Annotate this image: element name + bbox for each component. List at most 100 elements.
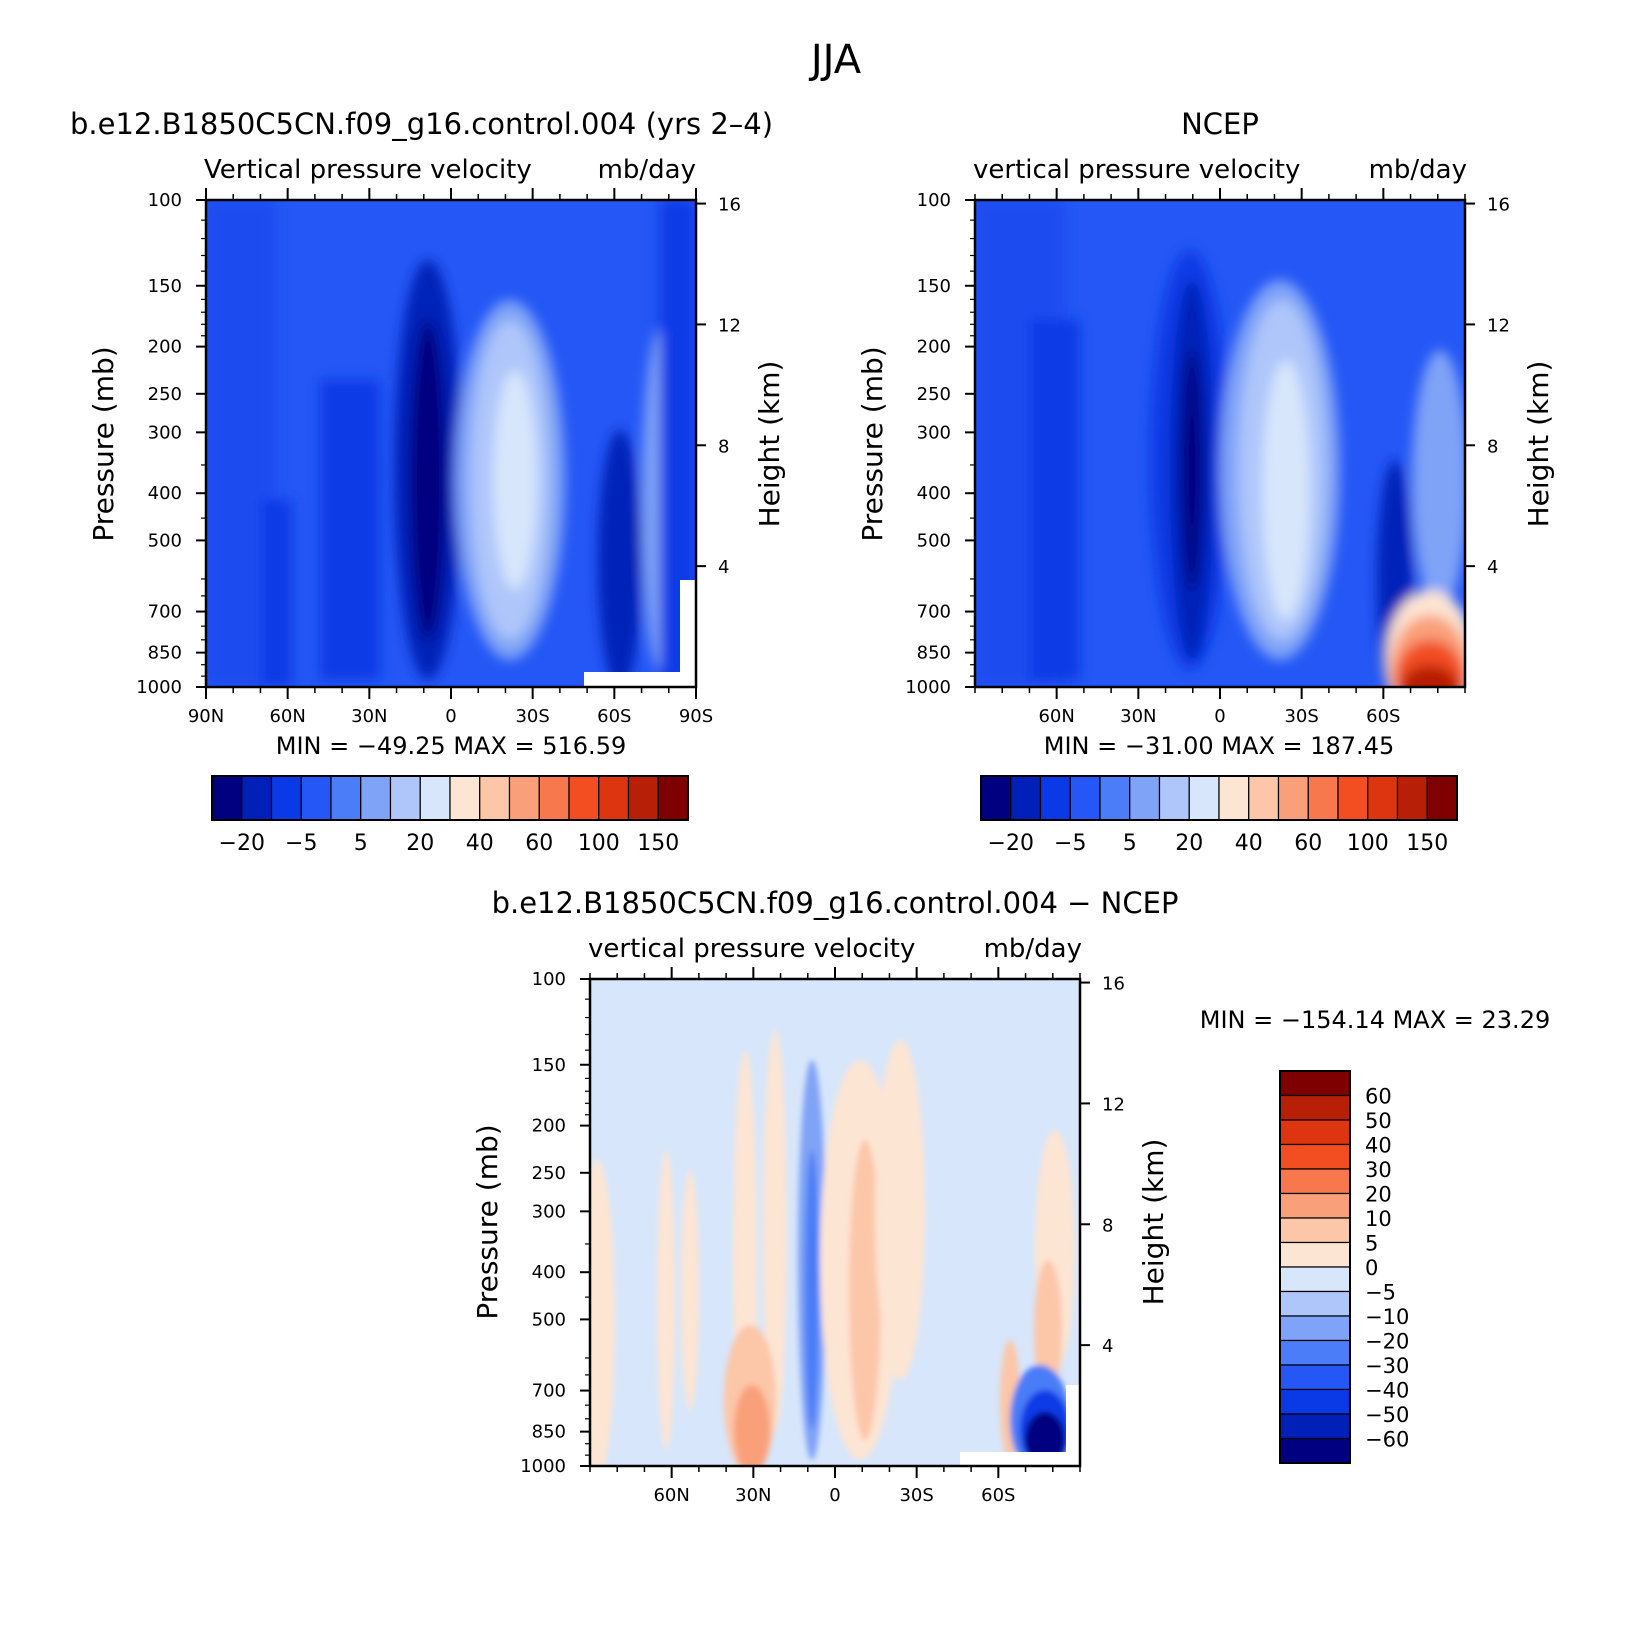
y-tick-label: 500 xyxy=(532,1309,566,1330)
x-tick-label: 30S xyxy=(1284,706,1318,727)
y-tick-label: 850 xyxy=(917,643,951,664)
x-tick-label: 60N xyxy=(269,706,305,727)
y-tick-label: 250 xyxy=(917,384,951,405)
y-right-tick-label: 16 xyxy=(1102,974,1125,995)
x-tick-label: 30N xyxy=(1120,706,1156,727)
x-tick-label: 0 xyxy=(1214,706,1225,727)
colorbar-frame xyxy=(1279,1070,1351,1464)
x-tick-label: 90S xyxy=(679,706,713,727)
x-tick-label: 60N xyxy=(653,1485,689,1506)
colorbar-label: 5 xyxy=(354,831,368,856)
colorbar-swatch xyxy=(360,775,392,821)
panel-model-ticks: 90N 60N 30N 0 30S 60S 90S 100 150 200 250 300 400 500… xyxy=(136,188,741,727)
panel-diff-ticks: 60N 30N 0 30S 60S 100 150 200 250 300 400 500 700 850… xyxy=(520,967,1125,1506)
colorbar-swatch xyxy=(1279,1388,1351,1415)
colorbar-swatch xyxy=(1248,775,1280,821)
y-tick-label: 700 xyxy=(532,1381,566,1402)
y-tick-label: 250 xyxy=(532,1163,566,1184)
y-right-tick-label: 8 xyxy=(718,436,729,457)
colorbar-swatch xyxy=(449,775,481,821)
colorbar-frame xyxy=(980,775,1458,821)
colorbar-label: 150 xyxy=(637,831,679,856)
panel-model-subtitle-right: mb/day xyxy=(598,155,696,185)
y-tick-label: 200 xyxy=(148,337,182,358)
panel-ncep-field xyxy=(975,200,1465,687)
y-tick-label: 200 xyxy=(532,1116,566,1137)
y-right-tick-label: 12 xyxy=(1102,1094,1125,1115)
colorbar-swatch xyxy=(980,775,1012,821)
panel-model-ylabel-right: Height (km) xyxy=(753,361,786,528)
colorbar-label: −40 xyxy=(1365,1379,1409,1403)
y-tick-label: 150 xyxy=(148,276,182,297)
x-tick-label: 60S xyxy=(597,706,631,727)
colorbar-swatch xyxy=(1188,775,1220,821)
y-right-tick-label: 16 xyxy=(1487,195,1510,216)
x-tick-label: 30N xyxy=(351,706,387,727)
panel-ncep-ylabel-right: Height (km) xyxy=(1522,361,1555,528)
x-tick-label: 90N xyxy=(188,706,224,727)
colorbar-swatch xyxy=(419,775,451,821)
colorbar-swatch xyxy=(1307,775,1339,821)
colorbar-label: 20 xyxy=(406,831,434,856)
y-tick-label: 300 xyxy=(148,422,182,443)
colorbar-swatch xyxy=(1279,1241,1351,1268)
colorbar-swatch xyxy=(1099,775,1131,821)
y-tick-label: 850 xyxy=(532,1422,566,1443)
colorbar-swatch xyxy=(1279,1339,1351,1366)
colorbar-label: 10 xyxy=(1365,1207,1392,1231)
panel-diff-subtitle-left: vertical pressure velocity xyxy=(588,934,915,964)
x-tick-label: 30N xyxy=(735,1485,771,1506)
colorbar-swatch xyxy=(330,775,362,821)
x-tick-label: 0 xyxy=(829,1485,840,1506)
colorbar-swatch xyxy=(1279,1168,1351,1195)
y-tick-label: 150 xyxy=(532,1055,566,1076)
y-tick-label: 100 xyxy=(148,190,182,211)
panel-diff: b.e12.B1850C5CN.f09_g16.control.004 − NC… xyxy=(471,886,1550,1506)
panel-ncep-title: NCEP xyxy=(1181,107,1259,141)
panel-diff-subtitle-right: mb/day xyxy=(984,934,1082,964)
colorbar-label: 60 xyxy=(525,831,553,856)
colorbar-swatch xyxy=(1279,1290,1351,1317)
colorbar-label: 40 xyxy=(1235,831,1263,856)
colorbar-label: 40 xyxy=(1365,1134,1392,1158)
y-tick-label: 100 xyxy=(917,190,951,211)
colorbar-swatch xyxy=(1279,1315,1351,1342)
y-tick-label: 500 xyxy=(148,530,182,551)
colorbar-label: 40 xyxy=(466,831,494,856)
y-tick-label: 1000 xyxy=(520,1456,566,1477)
colorbar-swatch xyxy=(508,775,540,821)
colorbar-swatch xyxy=(1279,1364,1351,1391)
colorbar-swatch xyxy=(1279,1437,1351,1464)
y-tick-label: 250 xyxy=(148,384,182,405)
colorbar-label: 20 xyxy=(1175,831,1203,856)
colorbar-swatch xyxy=(1218,775,1250,821)
colorbar-swatch xyxy=(1279,1119,1351,1146)
panel-diff-ylabel-right: Height (km) xyxy=(1137,1139,1170,1306)
colorbar-swatch xyxy=(538,775,570,821)
y-tick-label: 500 xyxy=(917,530,951,551)
colorbar-swatch xyxy=(657,775,689,821)
colorbar-swatch xyxy=(1129,775,1161,821)
colorbar-swatch xyxy=(568,775,600,821)
panel-ncep-colorbar: −20 −5 5 20 40 60 100 150 xyxy=(980,775,1458,856)
panel-diff-ylabel: Pressure (mb) xyxy=(471,1124,504,1319)
colorbar-label: 5 xyxy=(1123,831,1137,856)
colorbar-label: 20 xyxy=(1365,1183,1392,1207)
y-right-tick-label: 8 xyxy=(1102,1215,1113,1236)
colorbar-label: −5 xyxy=(1054,831,1086,856)
y-tick-label: 1000 xyxy=(905,677,951,698)
colorbar-swatch xyxy=(598,775,630,821)
colorbar-label: −20 xyxy=(988,831,1034,856)
panel-model-field xyxy=(206,200,696,687)
panel-model: b.e12.B1850C5CN.f09_g16.control.004 (yrs… xyxy=(70,107,786,856)
y-right-tick-label: 8 xyxy=(1487,436,1498,457)
panel-ncep-ylabel: Pressure (mb) xyxy=(856,346,889,541)
colorbar-label: −20 xyxy=(1365,1330,1409,1354)
colorbar-swatch xyxy=(1279,1266,1351,1293)
colorbar-label: −30 xyxy=(1365,1354,1409,1378)
colorbar-label: −10 xyxy=(1365,1305,1409,1329)
colorbar-label: 100 xyxy=(578,831,620,856)
colorbar-swatch xyxy=(1158,775,1190,821)
y-tick-label: 150 xyxy=(917,276,951,297)
